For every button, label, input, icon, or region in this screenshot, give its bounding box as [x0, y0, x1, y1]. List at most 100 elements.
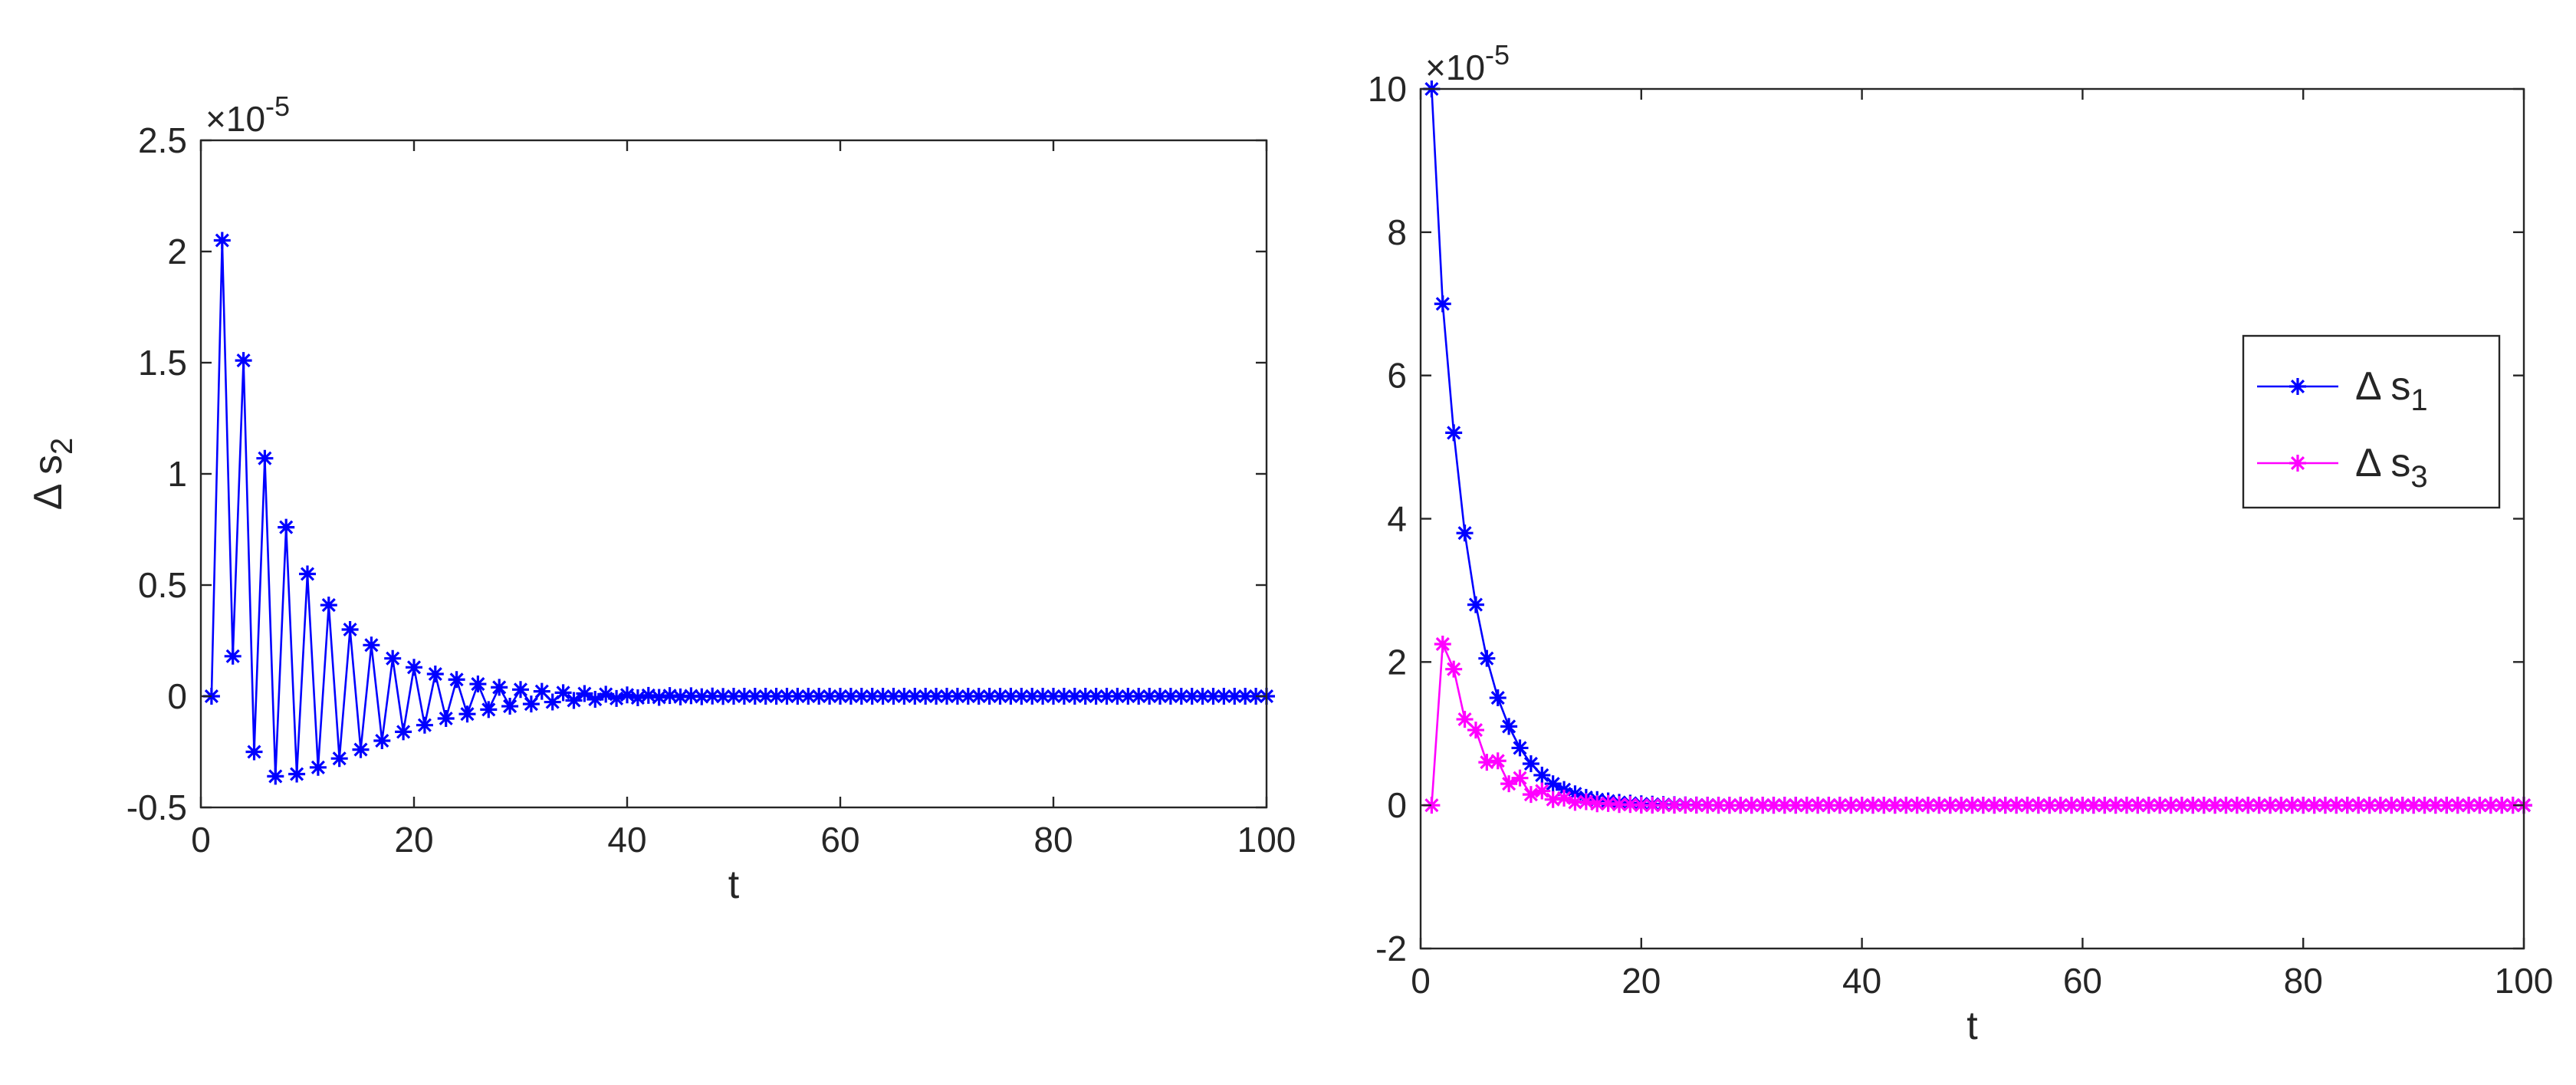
series-2-point [1864, 797, 1881, 814]
series-1-point [778, 688, 796, 705]
legend-label-2: Δ s3 [2355, 441, 2428, 494]
y-tick-label: 4 [1387, 499, 1407, 539]
series-2-point [1654, 797, 1672, 814]
series-2-point [1720, 797, 1738, 814]
series-2-point [1953, 797, 1970, 814]
series-1 [202, 232, 1275, 785]
series-2-point [2085, 797, 2102, 814]
series-1-point [480, 701, 498, 718]
series-2-point [1776, 797, 1793, 814]
series-1-point [491, 679, 508, 696]
series-2-point [2107, 797, 2124, 814]
series-1-point [458, 705, 476, 723]
series-2-point [2426, 797, 2444, 814]
series-1-point [554, 684, 572, 702]
y-axis-label: Δ s2 [26, 438, 79, 511]
series-2-point [2118, 797, 2135, 814]
chart-1: 0 20 40 60 80 100-0.500.511.522.5×10-5tΔ s2 [26, 90, 1296, 907]
series-1-point [437, 710, 455, 727]
series-1-point [1511, 739, 1529, 757]
series-2-point [2262, 797, 2279, 814]
series-1-point [917, 688, 935, 705]
legend-label-1: Δ s1 [2355, 364, 2428, 417]
series-2-point [1986, 797, 2003, 814]
series-1-point [1456, 524, 1474, 542]
series-2-point [1511, 769, 1529, 787]
series-1-point [1172, 688, 1190, 705]
series-2-point [2217, 797, 2235, 814]
series-2-point [1423, 797, 1441, 814]
plot-area [1421, 89, 2524, 949]
series-1-point [426, 666, 444, 682]
series-1-point [533, 682, 550, 700]
series-1-point [970, 688, 987, 705]
series-1-point [352, 741, 370, 758]
series-1-point [1034, 688, 1052, 705]
series-1-point [597, 686, 615, 703]
series-2-point [1809, 797, 1827, 814]
legend-label-1-sub: 1 [2410, 383, 2427, 417]
series-1-point [725, 688, 742, 705]
series-1-point [1566, 785, 1584, 803]
series-2-point [1632, 797, 1650, 814]
series-1-point [1215, 688, 1233, 705]
series-2-point [2405, 797, 2423, 814]
series-2-point [2239, 797, 2257, 814]
series-1-point [639, 686, 657, 704]
x-tick-label: 0 [1411, 961, 1431, 1001]
series-2-point [1699, 797, 1717, 814]
series-1-point [1489, 689, 1506, 707]
series-2-point [1787, 797, 1805, 814]
series-2-point [1577, 793, 1595, 810]
x-tick-label: 40 [1842, 961, 1881, 1001]
series-2 [1423, 635, 2532, 814]
series-1-point [650, 689, 668, 706]
series-2-point [2041, 797, 2058, 814]
series-1-point [522, 695, 540, 713]
series-2-point [1908, 797, 1926, 814]
y-exponent-label: ×10-5 [205, 90, 290, 139]
series-1-point [341, 621, 359, 638]
legend-marker-1 [2289, 378, 2306, 395]
x-tick-label: 80 [1033, 820, 1073, 860]
series-1-point [544, 693, 561, 711]
series-1-point [278, 518, 295, 536]
series-2-point [1467, 722, 1484, 739]
x-tick-label: 60 [820, 820, 859, 860]
series-2-point [2383, 797, 2400, 814]
series-1-point [565, 692, 583, 709]
series-2-point [1732, 797, 1750, 814]
series-2-point [2063, 797, 2081, 814]
series-1-point [682, 687, 700, 705]
y-tick-label: 0 [167, 676, 187, 716]
series-2-point [2008, 797, 2026, 814]
y-tick-label: 1 [167, 454, 187, 494]
y-exponent-label: ×10-5 [1425, 39, 1510, 87]
series-2-point [2206, 797, 2224, 814]
x-tick-label: 100 [1237, 820, 1296, 860]
series-2-point [2162, 797, 2180, 814]
series-1-point [512, 681, 529, 699]
series-1-point [959, 688, 977, 705]
x-tick-label: 0 [191, 820, 211, 860]
series-1-point [288, 765, 306, 783]
series-2-point [2250, 797, 2268, 814]
x-axis-label: t [1967, 1004, 1978, 1048]
y-tick-label: -0.5 [127, 787, 187, 827]
y-tick-label: 2 [167, 232, 187, 271]
series-1-point [906, 688, 924, 705]
series-1-point [320, 597, 337, 614]
series-1-point [1500, 718, 1518, 735]
y-tick-label: 1.5 [138, 343, 187, 383]
series-1-point [715, 688, 732, 705]
series-1-point [363, 636, 380, 654]
series-1-point [693, 688, 711, 705]
series-2-point [1842, 797, 1860, 814]
series-1-point [1467, 596, 1484, 613]
series-2-point [1544, 791, 1562, 808]
y-tick-label: 0.5 [138, 565, 187, 605]
series-2-point [1556, 789, 1573, 807]
series-1-point [948, 688, 966, 705]
series-2-point [2328, 797, 2345, 814]
